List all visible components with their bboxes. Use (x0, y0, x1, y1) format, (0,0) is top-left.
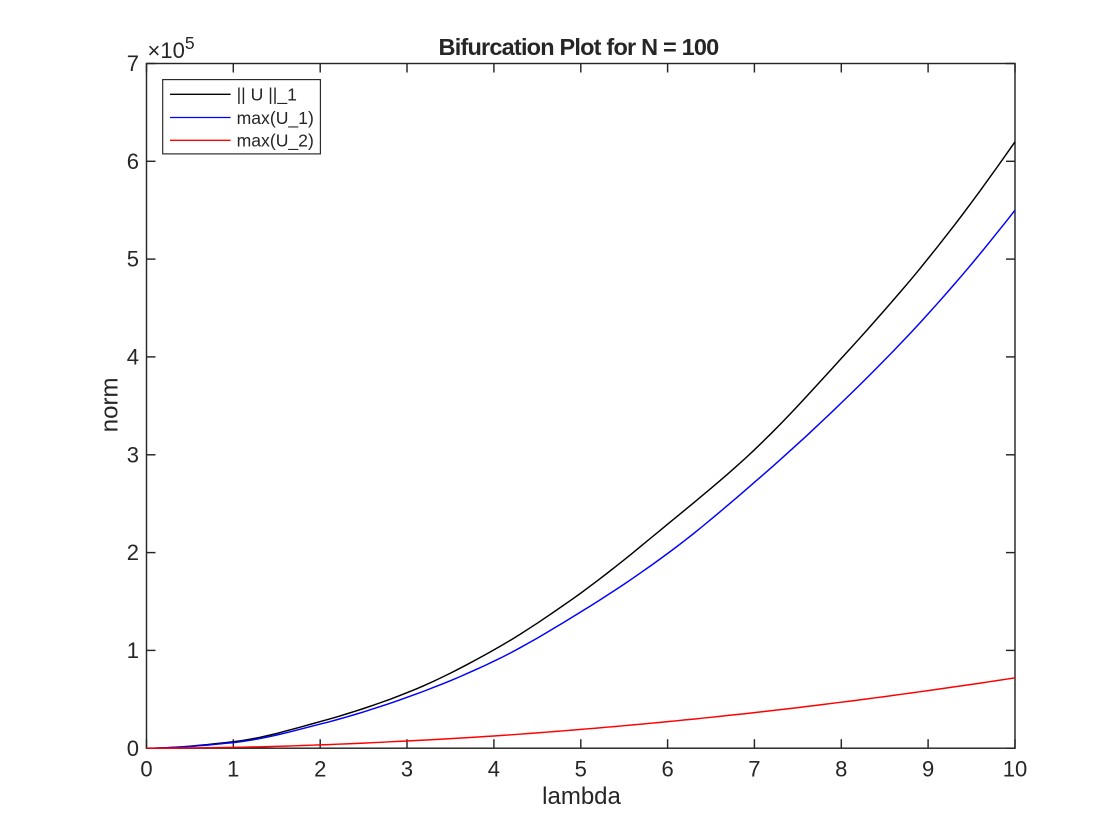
svg-text:3: 3 (127, 442, 139, 467)
svg-text:1: 1 (227, 757, 239, 782)
svg-text:4: 4 (127, 345, 139, 370)
svg-text:7: 7 (748, 757, 760, 782)
svg-text:lambda: lambda (542, 783, 621, 810)
svg-text:Bifurcation Plot for N = 100: Bifurcation Plot for N = 100 (439, 34, 720, 60)
svg-text:0: 0 (140, 757, 152, 782)
svg-text:0: 0 (127, 736, 139, 761)
svg-text:max(U_2): max(U_2) (237, 131, 314, 152)
svg-text:4: 4 (488, 757, 500, 782)
svg-text:|| U ||_1: || U ||_1 (237, 85, 297, 106)
svg-text:7: 7 (127, 51, 139, 76)
svg-text:5: 5 (575, 757, 587, 782)
svg-text:9: 9 (922, 757, 934, 782)
svg-text:8: 8 (835, 757, 847, 782)
svg-text:6: 6 (127, 149, 139, 174)
svg-text:5: 5 (127, 247, 139, 272)
svg-text:norm: norm (96, 378, 123, 433)
svg-text:max(U_1): max(U_1) (237, 108, 314, 129)
svg-text:1: 1 (127, 638, 139, 663)
svg-text:3: 3 (401, 757, 413, 782)
svg-text:2: 2 (314, 757, 326, 782)
svg-text:10: 10 (1003, 757, 1027, 782)
svg-text:6: 6 (661, 757, 673, 782)
svg-text:2: 2 (127, 540, 139, 565)
